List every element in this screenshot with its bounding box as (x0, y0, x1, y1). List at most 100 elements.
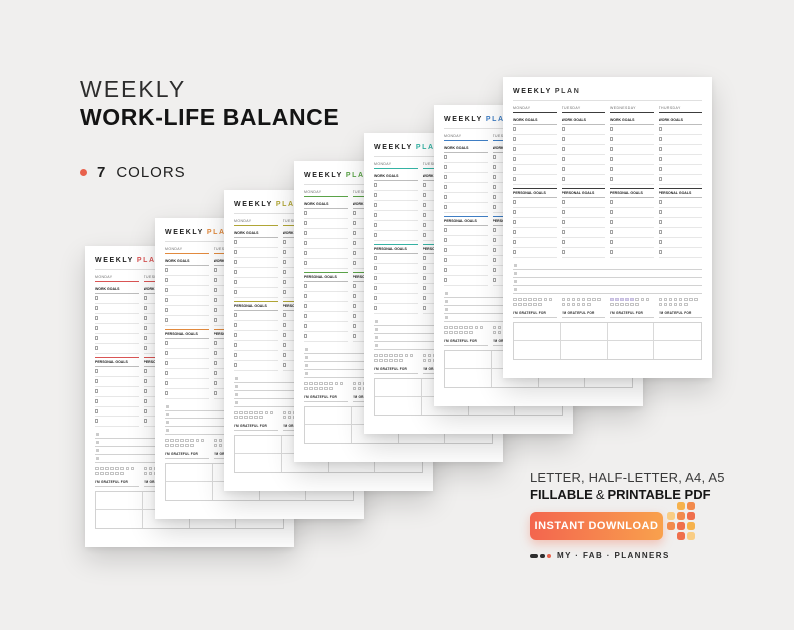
empty-cell (654, 341, 701, 359)
checkbox-icon (422, 233, 426, 237)
habit-dot (287, 415, 292, 420)
check-row (165, 389, 209, 399)
checkbox-icon (492, 278, 496, 282)
checkbox-icon (304, 294, 308, 298)
checkbox-icon (165, 391, 169, 395)
day-column: MONDAY WORK GOALS PERSONAL GOALS (444, 134, 488, 286)
grateful-label: I'M GRATEFUL FOR (561, 311, 605, 319)
check-row (374, 254, 418, 264)
checkbox-icon (234, 280, 238, 284)
habit-dot (100, 466, 104, 471)
habit-dot (218, 438, 223, 443)
habit-dot (683, 302, 688, 307)
check-row (165, 369, 209, 379)
habit-dot (630, 297, 634, 302)
checkbox-icon (444, 248, 448, 252)
checkbox-icon (234, 240, 238, 244)
checkbox-icon (352, 324, 356, 328)
habit-dot (513, 302, 517, 307)
grateful-label: I'M GRATEFUL FOR (610, 311, 654, 319)
check-row (610, 135, 654, 145)
checkbox-icon (513, 137, 517, 141)
habit-dot-group (610, 297, 654, 307)
grateful-label: I'M GRATEFUL FOR (658, 311, 702, 319)
empty-cell (422, 397, 469, 416)
empty-cell (305, 407, 352, 426)
check-row (165, 286, 209, 296)
habit-dot (399, 358, 404, 363)
habit-dot (190, 443, 195, 448)
checkbox-icon (304, 251, 308, 255)
checkbox-icon (610, 210, 614, 214)
check-row (234, 321, 278, 331)
habit-dot (389, 358, 393, 363)
title-word-plan: PLAN (206, 229, 233, 236)
check-row (304, 219, 348, 229)
dots-row (667, 512, 695, 520)
instant-download-button[interactable]: INSTANT DOWNLOAD (530, 512, 663, 540)
checkbox-icon (143, 409, 147, 413)
checkbox-icon (282, 343, 286, 347)
personal-goals-checklist (610, 198, 654, 258)
habit-dot (352, 381, 357, 386)
empty-cell (607, 323, 655, 342)
habit-dot-group (304, 381, 348, 391)
habit-dot (244, 415, 248, 420)
formats-line: LETTER, HALF-LETTER, A4, A5 (530, 470, 725, 485)
day-grid: MONDAY WORK GOALS PERSONAL GOALS TUESDAY… (513, 106, 702, 258)
habit-dot (625, 297, 629, 302)
check-row (444, 226, 488, 236)
checkbox-icon (658, 157, 662, 161)
empty-cell (561, 341, 608, 360)
check-row (374, 304, 418, 314)
check-row (658, 175, 702, 185)
empty-cell (260, 482, 307, 501)
check-row (444, 256, 488, 266)
brand-row: MY · FAB · PLANNERS (530, 551, 730, 560)
habit-dot (566, 297, 571, 302)
habit-dot (384, 353, 388, 358)
work-goals-label: WORK GOALS (658, 116, 702, 125)
checkbox-icon (513, 230, 517, 234)
checkbox-icon (492, 155, 496, 159)
day-name: MONDAY (234, 219, 278, 226)
checkbox-icon (561, 220, 565, 224)
checkbox-icon (165, 298, 169, 302)
check-row (658, 248, 702, 258)
check-row (165, 266, 209, 276)
check-row (658, 208, 702, 218)
habit-dot (469, 325, 474, 330)
work-goals-label: WORK GOALS (234, 229, 278, 238)
title-word-weekly: WEEKLY (165, 229, 204, 236)
habit-dot (464, 325, 468, 330)
checkbox-icon (610, 220, 614, 224)
check-row (374, 264, 418, 274)
check-row (610, 165, 654, 175)
habit-dot (130, 466, 135, 471)
checkbox-icon (658, 240, 662, 244)
check-row (304, 259, 348, 269)
checkbox-icon (95, 389, 99, 393)
checkbox-icon (143, 306, 147, 310)
habit-dot (610, 302, 614, 307)
checkbox-icon (95, 419, 99, 423)
habit-dot (523, 302, 527, 307)
habit-dot (239, 415, 243, 420)
work-goals-checklist (304, 209, 348, 269)
empty-cell (445, 351, 492, 370)
checkbox-icon (165, 351, 169, 355)
work-goals-label: WORK GOALS (165, 257, 209, 266)
day-name: TUESDAY (561, 106, 605, 113)
checkbox-icon (492, 238, 496, 242)
checkbox-icon (304, 304, 308, 308)
habit-dot (586, 297, 591, 302)
work-goals-label: WORK GOALS (610, 116, 654, 125)
checkbox-icon (422, 193, 426, 197)
personal-goals-checklist (234, 311, 278, 371)
habit-dot (180, 438, 184, 443)
habit-dot (528, 297, 532, 302)
personal-goals-checklist (374, 254, 418, 314)
check-row (165, 339, 209, 349)
checkbox-icon (444, 195, 448, 199)
check-row (165, 349, 209, 359)
